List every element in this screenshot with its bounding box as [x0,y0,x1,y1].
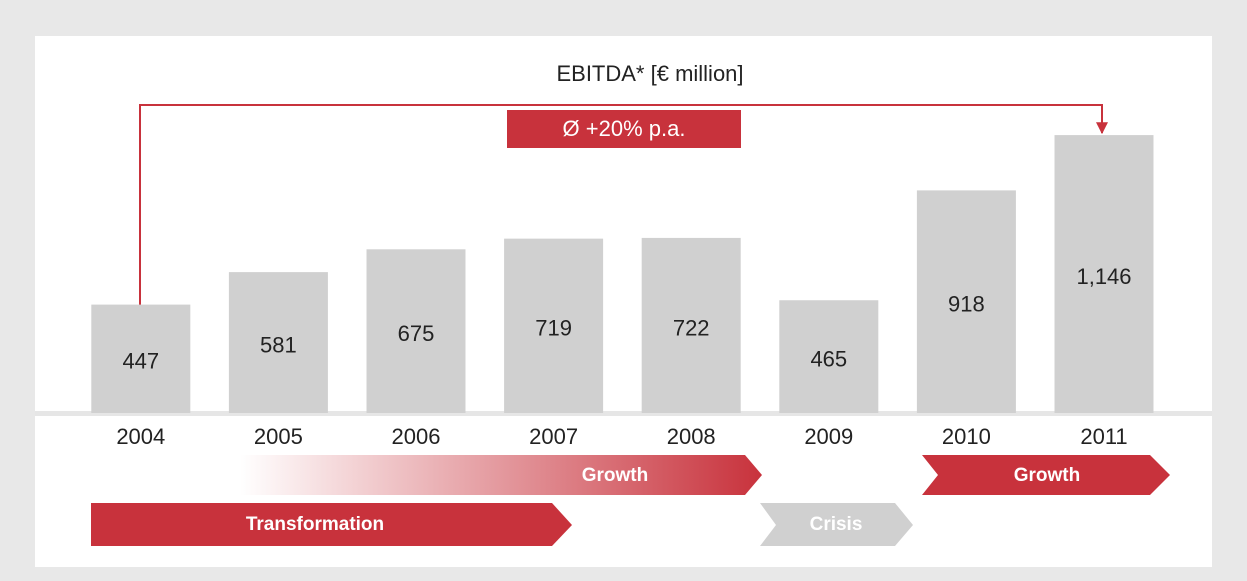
x-tick-label: 2009 [804,424,853,449]
bar [228,272,328,413]
x-tick-label: 2010 [942,424,991,449]
value-label: 675 [398,321,435,346]
baseline [35,411,1212,416]
phase-chevron [91,503,572,546]
value-label: 1,146 [1076,264,1131,289]
value-label: 918 [948,292,985,317]
x-tick-label: 2011 [1080,424,1127,449]
growth-arrow [139,104,1108,305]
phase-label: Transformation [246,514,384,535]
x-tick-label: 2007 [529,424,578,449]
value-label: 722 [673,315,710,340]
phase-label: Growth [582,465,649,486]
phase-chevron [760,503,913,546]
annotation: Ø +20% p.a. [563,116,686,141]
x-tick-label: 2005 [254,424,303,449]
bar [366,249,466,413]
x-tick-label: 2008 [667,424,716,449]
bar [91,304,191,413]
value-label: 465 [810,346,847,371]
phase-chevron [240,455,762,495]
x-tick-label: 2006 [392,424,441,449]
chart-title: EBITDA* [€ million] [556,61,743,86]
phase-chevron [922,455,1170,495]
value-label: 581 [260,332,297,357]
bar [916,190,1016,413]
value-label: 719 [535,316,572,341]
phase-label: Growth [1014,465,1081,486]
bar [779,300,879,413]
x-tick-label: 2004 [116,424,165,449]
bar [504,238,604,413]
bar [1054,135,1154,413]
phase-label: Crisis [810,514,863,535]
value-label: 447 [122,349,159,374]
annotation-box [507,110,741,148]
bar [641,237,741,413]
